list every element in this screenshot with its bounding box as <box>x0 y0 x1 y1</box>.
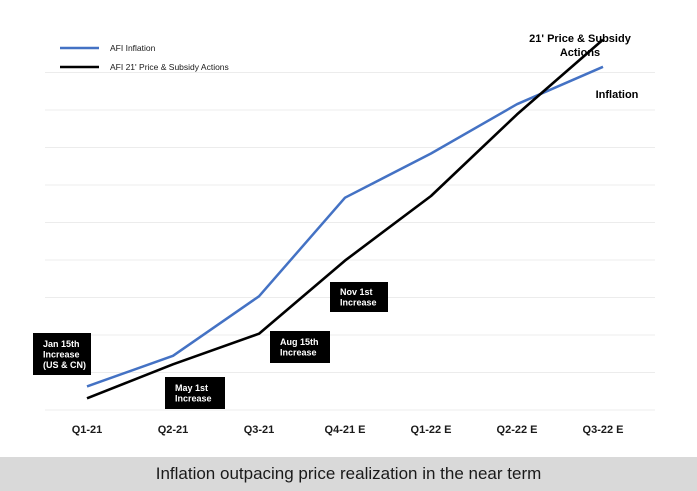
legend: AFI Inflation AFI 21' Price & Subsidy Act… <box>60 43 229 72</box>
annotation-text: Aug 15th <box>280 337 319 347</box>
x-tick-label: Q3-22 E <box>583 424 624 436</box>
annotation-text: Increase <box>43 349 80 359</box>
annotation-box-background <box>330 282 388 312</box>
x-tick-label: Q4-21 E <box>325 424 366 436</box>
series-end-labels: 21' Price & Subsidy Actions Inflation <box>529 33 638 101</box>
annotation-box-background <box>270 331 330 363</box>
series-lines <box>86 38 604 400</box>
annotation-text: Increase <box>340 298 377 308</box>
series-line-price-actions <box>86 38 604 400</box>
end-label-price-actions: Actions <box>560 47 600 59</box>
x-tick-label: Q2-22 E <box>497 424 538 436</box>
x-tick-label: Q1-21 <box>72 424 103 436</box>
legend-label: AFI 21' Price & Subsidy Actions <box>110 62 229 72</box>
caption-bar: Inflation outpacing price realization in… <box>0 457 697 491</box>
annotation-text: (US & CN) <box>43 360 86 370</box>
annotation-text: May 1st <box>175 383 208 393</box>
annotation-text: Jan 15th <box>43 339 80 349</box>
end-label-price-actions: 21' Price & Subsidy <box>529 33 632 45</box>
x-tick-label: Q3-21 <box>244 424 275 436</box>
x-tick-label: Q1-22 E <box>411 424 452 436</box>
series-line-inflation <box>86 65 604 388</box>
x-tick-label: Q2-21 <box>158 424 189 436</box>
annotation-text: Increase <box>280 348 317 358</box>
annotation-text: Nov 1st <box>340 287 373 297</box>
gridlines <box>45 72 655 411</box>
annotation-box-background <box>33 333 91 375</box>
annotation-text: Increase <box>175 394 212 404</box>
chart-caption: Inflation outpacing price realization in… <box>155 464 542 483</box>
annotation-box-background <box>165 377 225 409</box>
legend-label: AFI Inflation <box>110 43 156 53</box>
end-label-inflation: Inflation <box>596 89 639 101</box>
x-axis-tick-labels: Q1-21 Q2-21 Q3-21 Q4-21 E Q1-22 E Q2-22 E Q3-2… <box>72 424 624 436</box>
